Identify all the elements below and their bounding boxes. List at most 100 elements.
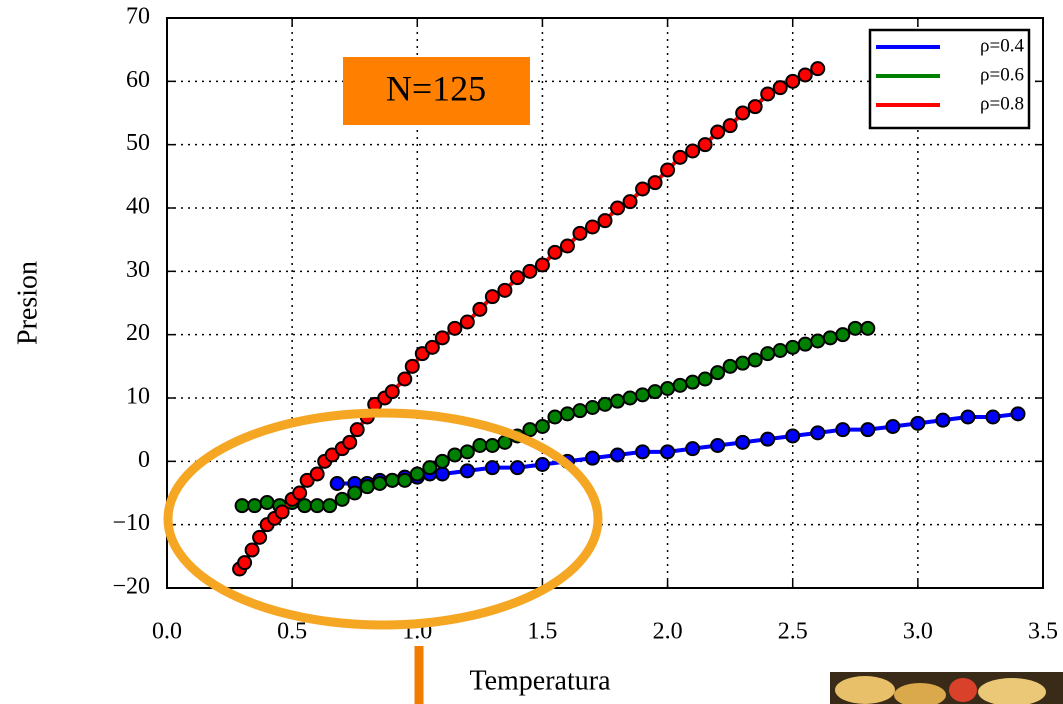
data-point bbox=[573, 227, 586, 240]
y-tick-label: 70 bbox=[126, 4, 150, 30]
legend-label: ρ=0.8 bbox=[980, 93, 1024, 114]
x-tick-label: 2.5 bbox=[778, 619, 808, 645]
data-point bbox=[636, 183, 649, 196]
image-tomato bbox=[949, 678, 977, 702]
highlight-ellipse bbox=[168, 413, 598, 625]
data-point bbox=[436, 455, 449, 468]
data-point bbox=[276, 506, 289, 519]
data-point bbox=[824, 331, 837, 344]
data-point bbox=[736, 357, 749, 370]
x-tick-label: 3.0 bbox=[903, 619, 933, 645]
data-point bbox=[774, 344, 787, 357]
series-line bbox=[240, 69, 818, 569]
data-point bbox=[523, 423, 536, 436]
image-pasta bbox=[835, 676, 895, 704]
data-point bbox=[736, 107, 749, 120]
data-point bbox=[398, 474, 411, 487]
data-point bbox=[799, 69, 812, 82]
data-point bbox=[811, 62, 824, 75]
data-point bbox=[411, 468, 424, 481]
data-point bbox=[699, 373, 712, 386]
data-point bbox=[461, 464, 474, 477]
data-point bbox=[261, 496, 274, 509]
data-point bbox=[248, 499, 261, 512]
data-point bbox=[351, 423, 364, 436]
data-point bbox=[373, 477, 386, 490]
data-point bbox=[561, 407, 574, 420]
chart: 0.00.51.01.52.02.53.03.5−20−100102030405… bbox=[0, 0, 1063, 704]
data-point bbox=[548, 411, 561, 424]
data-point bbox=[761, 347, 774, 360]
data-point bbox=[774, 81, 787, 94]
data-point bbox=[686, 145, 699, 158]
y-tick-label: 20 bbox=[126, 320, 150, 346]
data-point bbox=[761, 433, 774, 446]
y-tick-label: 30 bbox=[126, 257, 150, 283]
y-tick-label: −20 bbox=[112, 574, 150, 600]
data-point bbox=[636, 388, 649, 401]
data-point bbox=[861, 423, 874, 436]
data-point bbox=[799, 338, 812, 351]
y-axis-label: Presion bbox=[12, 261, 43, 345]
data-point bbox=[238, 556, 251, 569]
data-point bbox=[473, 303, 486, 316]
data-point bbox=[936, 414, 949, 427]
data-point bbox=[711, 366, 724, 379]
data-point bbox=[246, 544, 259, 557]
pasta-image bbox=[830, 672, 1063, 704]
data-point bbox=[961, 411, 974, 424]
data-point bbox=[749, 354, 762, 367]
data-point bbox=[398, 373, 411, 386]
y-tick-label: 50 bbox=[126, 130, 150, 156]
data-point bbox=[423, 461, 436, 474]
data-point bbox=[486, 461, 499, 474]
data-point bbox=[861, 322, 874, 335]
data-point bbox=[911, 417, 924, 430]
data-point bbox=[686, 376, 699, 389]
data-point bbox=[511, 271, 524, 284]
data-point bbox=[561, 240, 574, 253]
data-point bbox=[436, 331, 449, 344]
data-point bbox=[486, 290, 499, 303]
data-point bbox=[749, 100, 762, 113]
data-point bbox=[624, 195, 637, 208]
data-point bbox=[436, 468, 449, 481]
y-tick-label: 40 bbox=[126, 194, 150, 220]
data-point bbox=[573, 404, 586, 417]
data-point bbox=[511, 461, 524, 474]
data-point bbox=[461, 445, 474, 458]
data-point bbox=[649, 176, 662, 189]
data-point bbox=[298, 499, 311, 512]
data-point bbox=[761, 88, 774, 101]
data-point bbox=[343, 436, 356, 449]
data-point bbox=[611, 202, 624, 215]
y-tick-label: −10 bbox=[112, 510, 150, 536]
data-point bbox=[886, 420, 899, 433]
data-point bbox=[536, 458, 549, 471]
data-point bbox=[711, 439, 724, 452]
data-point bbox=[611, 449, 624, 462]
data-point bbox=[624, 392, 637, 405]
data-point bbox=[786, 430, 799, 443]
data-point bbox=[386, 385, 399, 398]
data-point bbox=[661, 382, 674, 395]
data-point bbox=[586, 452, 599, 465]
data-point bbox=[786, 341, 799, 354]
data-point bbox=[811, 335, 824, 348]
data-point bbox=[323, 499, 336, 512]
data-point bbox=[311, 468, 324, 481]
annotation-text: N=125 bbox=[386, 68, 486, 108]
data-point bbox=[586, 401, 599, 414]
data-point bbox=[498, 284, 511, 297]
data-point bbox=[293, 487, 306, 500]
data-point bbox=[674, 151, 687, 164]
data-point bbox=[986, 411, 999, 424]
legend: ρ=0.4ρ=0.6ρ=0.8 bbox=[870, 30, 1029, 128]
x-tick-label: 2.0 bbox=[653, 619, 683, 645]
data-point bbox=[736, 436, 749, 449]
x-axis-label: Temperatura bbox=[469, 665, 611, 696]
y-tick-label: 10 bbox=[126, 384, 150, 410]
x-tick-label: 1.5 bbox=[527, 619, 557, 645]
plot-marks bbox=[233, 62, 1024, 575]
legend-label: ρ=0.6 bbox=[980, 64, 1024, 85]
